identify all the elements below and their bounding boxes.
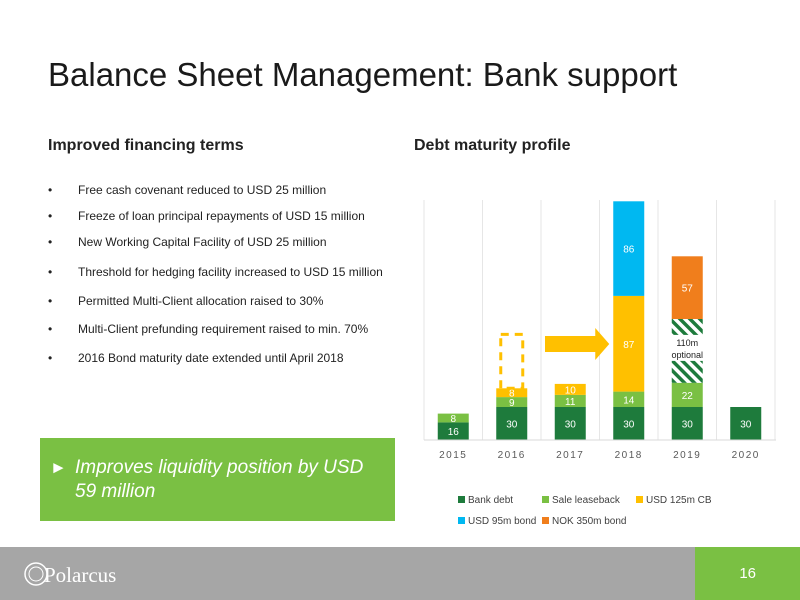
optional-amount-label: 110m: [676, 338, 698, 348]
data-label: 9: [509, 398, 515, 409]
bar-sale-leaseback-2018: [613, 391, 645, 407]
liquidity-callout: ► Improves liquidity position by USD 59 …: [40, 438, 395, 521]
legend-swatch: [458, 517, 465, 524]
data-label: 30: [506, 420, 518, 431]
x-tick-label: 2015: [439, 450, 467, 461]
legend-swatch: [542, 496, 549, 503]
bar-usd-125m-cb-2017: [554, 383, 586, 395]
bar-sale-leaseback-2016: [496, 397, 528, 407]
x-tick-label: 2017: [556, 450, 584, 461]
data-label: 30: [682, 420, 694, 431]
bar-usd-125m-cb-2018: [613, 295, 645, 392]
optional-label-background: [665, 334, 710, 361]
page-title: Balance Sheet Management: Bank support: [48, 56, 678, 93]
data-label: 14: [623, 395, 635, 406]
bar-bank-debt-2017: [554, 407, 586, 440]
callout-text: Improves liquidity position by USD 59 mi…: [75, 457, 364, 502]
bullet-icon: •: [48, 265, 53, 279]
legend-item: Sale leaseback: [552, 495, 621, 506]
data-label: 30: [740, 420, 752, 431]
data-label: 86: [623, 245, 635, 256]
legend-item: Bank debt: [468, 495, 513, 506]
data-label: 8: [450, 414, 456, 425]
legend-item: NOK 350m bond: [552, 516, 627, 527]
bar-sale-leaseback-2017: [554, 394, 586, 407]
arrow-right-icon: ►: [50, 458, 67, 477]
bar-bank-debt-2016: [496, 407, 528, 440]
legend-swatch: [458, 496, 465, 503]
x-axis-labels: 2015 2016 2017 2018 2019 2020: [439, 450, 760, 461]
data-label: 8: [509, 389, 515, 400]
page-number: 16: [739, 565, 756, 582]
data-label: 30: [623, 420, 635, 431]
bar-bank-debt-2015: [437, 422, 469, 440]
bar-usd-95m-bond-2018: [613, 201, 645, 296]
moved-maturity-outline: [499, 332, 525, 390]
data-label: 16: [448, 427, 460, 438]
data-label: 87: [623, 340, 635, 351]
x-tick-label: 2019: [673, 450, 701, 461]
bullet-icon: •: [48, 294, 53, 308]
bar-nok-350m-bond-2019: [671, 256, 703, 319]
bar-bank-debt-2020: [730, 407, 762, 440]
bullet-icon: •: [48, 209, 53, 223]
data-label: 22: [682, 391, 694, 402]
legend-swatch: [636, 496, 643, 503]
data-label: 11: [565, 397, 576, 408]
x-tick-label: 2020: [732, 450, 760, 461]
logo-mark-icon: [24, 562, 48, 586]
chart-legend: Bank debt Sale leaseback USD 125m CB USD 95…: [458, 495, 712, 527]
data-label: 10: [565, 385, 577, 396]
bar-usd-125m-cb-2016: [496, 388, 528, 398]
footer-bar: Polarcus 16: [0, 547, 800, 600]
chart-annotations: 110m optional: [499, 319, 710, 390]
debt-maturity-heading: Debt maturity profile: [414, 137, 571, 154]
bullet-icon: •: [48, 322, 53, 336]
bar-bank-debt-2019: [671, 407, 703, 440]
bar-sale-leaseback-2015: [437, 413, 469, 423]
data-label: 57: [682, 284, 694, 295]
financing-terms-heading: Improved financing terms: [48, 137, 244, 154]
legend-item: USD 125m CB: [646, 495, 712, 506]
shift-arrow-icon: [545, 328, 610, 360]
logo-text: Polarcus: [44, 563, 117, 587]
chart-gridlines: [423, 200, 776, 440]
x-tick-label: 2018: [615, 450, 643, 461]
page-number-box: [695, 547, 800, 600]
bar-bank-debt-2018: [613, 407, 645, 440]
bullet-icon: •: [48, 183, 53, 197]
legend-swatch: [542, 517, 549, 524]
optional-label: optional: [671, 350, 703, 360]
bullet-icon: •: [48, 351, 53, 365]
legend-item: USD 95m bond: [468, 516, 536, 527]
data-label: 30: [565, 420, 577, 431]
bar-sale-leaseback-2019: [671, 382, 703, 407]
x-tick-label: 2016: [498, 450, 526, 461]
bullet-icon: •: [48, 235, 53, 249]
